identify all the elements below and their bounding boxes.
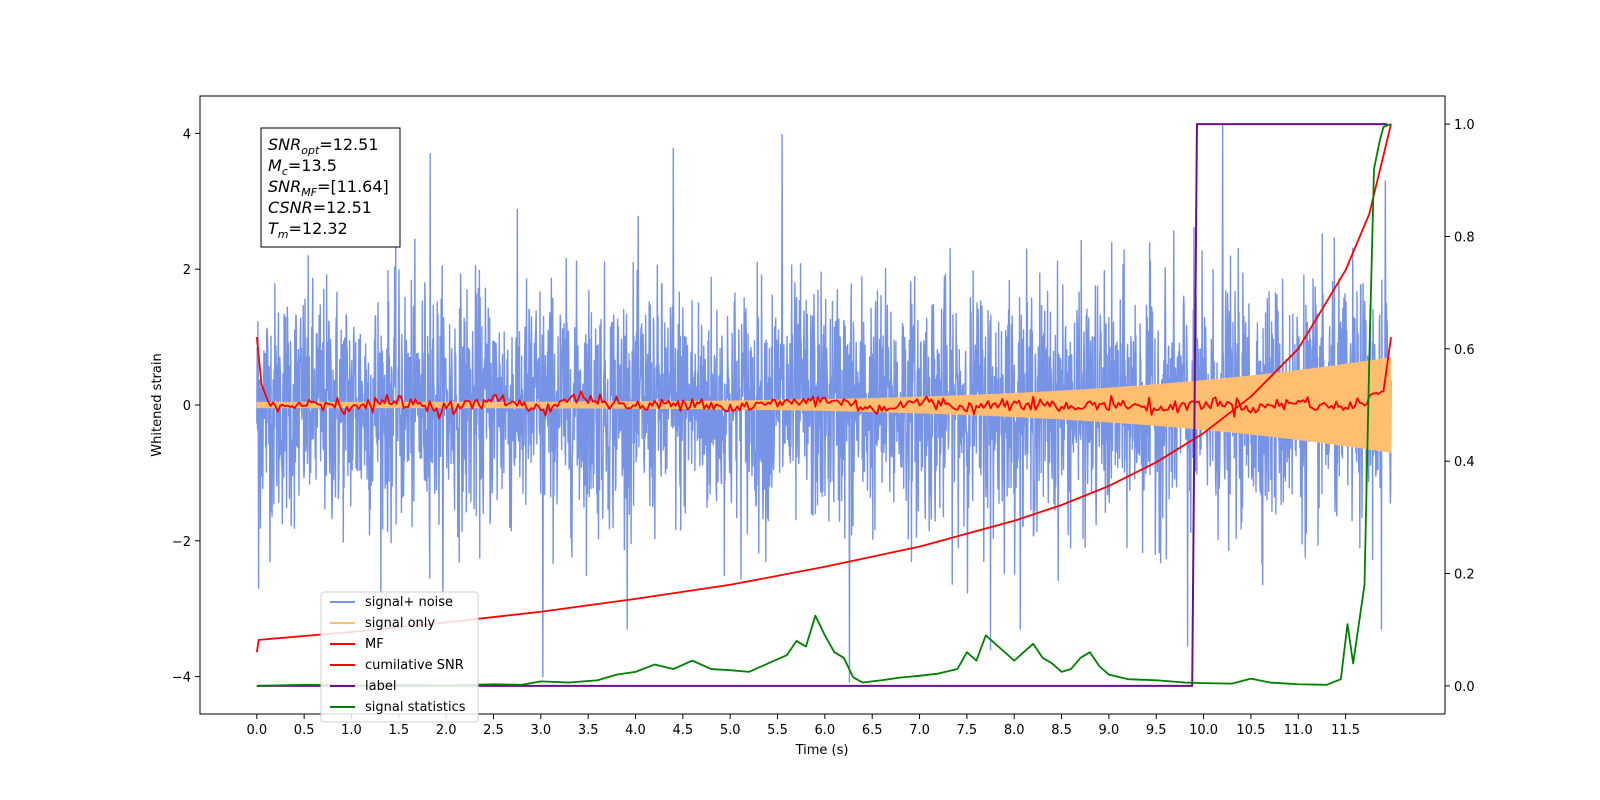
x-tick-label: 1.0 [341, 723, 362, 738]
series-signal-only-line [256, 357, 1392, 453]
legend-label: cumilative SNR [365, 658, 464, 673]
info-box-line: Mc=13.5 [268, 156, 337, 178]
legend-frame [320, 591, 479, 723]
y-tick-label: −2 [172, 535, 191, 550]
legend-label: signal statistics [365, 700, 466, 715]
y2-tick-label: 0.2 [1454, 568, 1475, 583]
info-value: =[11.64] [317, 177, 389, 196]
legend-label: signal+ noise [365, 595, 453, 610]
info-symbol: CSNR [268, 198, 313, 217]
info-subscript: opt [301, 144, 320, 157]
legend-label: label [365, 679, 396, 694]
x-tick-label: 2.0 [436, 723, 457, 738]
info-symbol: SNR [268, 177, 301, 196]
info-box-line: Tm=12.32 [268, 219, 348, 241]
legend-label: MF [365, 637, 384, 652]
y2-tick-label: 1.0 [1454, 118, 1475, 133]
x-tick-label: 9.0 [1099, 723, 1120, 738]
x-tick-label: 3.0 [530, 723, 551, 738]
x-tick-label: 9.5 [1146, 723, 1167, 738]
info-symbol: SNR [268, 135, 301, 154]
x-tick-label: 11.5 [1331, 723, 1360, 738]
x-tick-label: 6.5 [862, 723, 883, 738]
x-tick-label: 5.0 [720, 723, 741, 738]
info-box-line: SNRMF=[11.64] [268, 177, 389, 199]
x-tick-label: 10.0 [1189, 723, 1218, 738]
x-tick-label: 3.5 [578, 723, 599, 738]
y-tick-label: 0 [183, 399, 191, 414]
x-tick-label: 4.5 [673, 723, 694, 738]
info-subscript: c [282, 165, 288, 178]
x-tick-label: 8.5 [1051, 723, 1072, 738]
info-subscript: m [278, 228, 289, 241]
x-tick-label: 7.5 [957, 723, 978, 738]
x-tick-label: 0.0 [246, 723, 267, 738]
series-mf-line [255, 336, 1392, 420]
y2-tick-label: 0.0 [1454, 680, 1475, 695]
x-tick-label: 8.0 [1004, 723, 1025, 738]
info-value: =12.51 [319, 135, 378, 154]
x-axis-label: Time (s) [795, 743, 849, 758]
info-value: =12.32 [289, 219, 348, 238]
y-axis-label: Whitened strain [150, 353, 165, 456]
x-tick-label: 6.0 [815, 723, 836, 738]
info-subscript: MF [301, 186, 317, 199]
info-symbol: T [268, 219, 279, 238]
x-tick-label: 10.5 [1236, 723, 1265, 738]
info-box-line: CSNR=12.51 [268, 198, 372, 217]
info-box: SNRopt=12.51Mc=13.5SNRMF=[11.64]CSNR=12.… [260, 127, 401, 248]
y2-tick-label: 0.4 [1454, 455, 1475, 470]
info-symbol: M [268, 156, 282, 175]
series-signal-statistics-line [256, 123, 1392, 687]
info-box-line: SNRopt=12.51 [268, 135, 379, 157]
x-tick-label: 11.0 [1284, 723, 1313, 738]
info-value: =13.5 [288, 156, 337, 175]
x-tick-label: 5.5 [767, 723, 788, 738]
y2-tick-label: 0.6 [1454, 343, 1475, 358]
y-tick-label: 2 [183, 263, 191, 278]
y-tick-label: 4 [183, 127, 191, 142]
info-value: =12.51 [313, 198, 372, 217]
x-tick-label: 7.0 [909, 723, 930, 738]
x-tick-label: 2.5 [483, 723, 504, 738]
legend-label: signal only [365, 616, 435, 631]
y-tick-label: −4 [172, 671, 191, 686]
x-tick-label: 4.0 [625, 723, 646, 738]
y2-tick-label: 0.8 [1454, 230, 1475, 245]
info-box-frame [260, 127, 401, 248]
legend: signal+ noise signal only MF cumilative SNR… [320, 591, 479, 723]
x-tick-label: 0.5 [294, 723, 315, 738]
x-tick-label: 1.5 [388, 723, 409, 738]
series-signal-noise-line [256, 124, 1392, 683]
series-label-line [256, 123, 1388, 687]
